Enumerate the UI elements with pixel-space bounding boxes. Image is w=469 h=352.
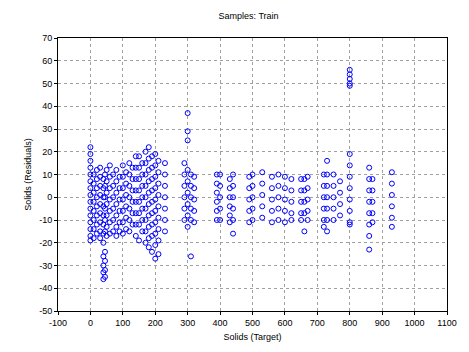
svg-text:50: 50 [42, 79, 52, 89]
svg-text:0: 0 [88, 318, 93, 328]
svg-text:600: 600 [277, 318, 292, 328]
svg-text:20: 20 [42, 147, 52, 157]
svg-text:-30: -30 [39, 261, 52, 271]
svg-text:500: 500 [245, 318, 260, 328]
svg-text:400: 400 [213, 318, 228, 328]
svg-text:Solids (Residuals): Solids (Residuals) [23, 138, 33, 211]
svg-text:30: 30 [42, 124, 52, 134]
svg-text:1000: 1000 [405, 318, 425, 328]
svg-text:10: 10 [42, 170, 52, 180]
svg-text:300: 300 [180, 318, 195, 328]
svg-text:Solids (Target): Solids (Target) [223, 332, 281, 342]
svg-text:-50: -50 [39, 306, 52, 316]
svg-text:70: 70 [42, 33, 52, 43]
svg-text:-100: -100 [49, 318, 67, 328]
svg-text:40: 40 [42, 101, 52, 111]
svg-text:700: 700 [310, 318, 325, 328]
svg-text:100: 100 [115, 318, 130, 328]
svg-text:-10: -10 [39, 215, 52, 225]
svg-text:0: 0 [47, 192, 52, 202]
svg-text:60: 60 [42, 56, 52, 66]
svg-text:200: 200 [148, 318, 163, 328]
svg-text:Samples: Train: Samples: Train [219, 11, 279, 21]
svg-text:-20: -20 [39, 238, 52, 248]
svg-text:900: 900 [375, 318, 390, 328]
svg-text:1100: 1100 [437, 318, 456, 328]
svg-text:-40: -40 [39, 283, 52, 293]
svg-text:800: 800 [342, 318, 357, 328]
